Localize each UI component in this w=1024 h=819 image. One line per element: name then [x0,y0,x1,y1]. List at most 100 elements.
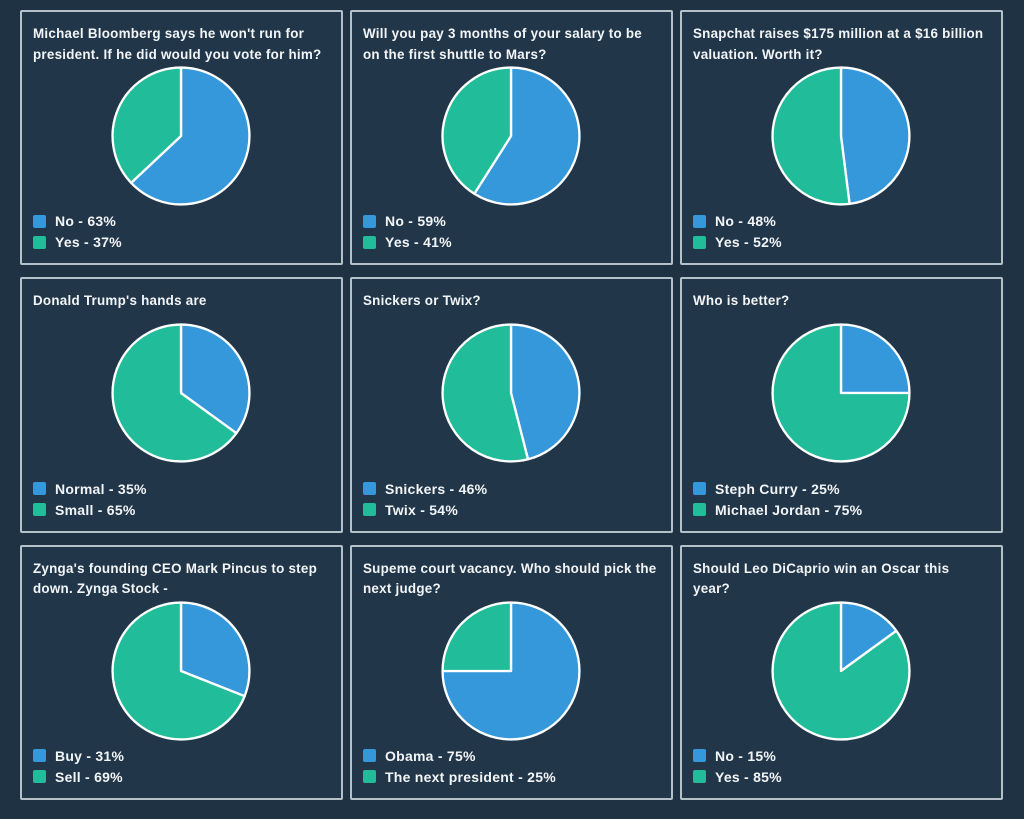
legend-swatch [363,770,376,784]
pie-svg [441,323,581,463]
legend-swatch [363,214,376,228]
poll-question: Will you pay 3 months of your salary to … [363,26,642,62]
legend-label: Obama - 75% [385,747,476,764]
pie-slice-obama [441,600,581,741]
pie-chart-area [363,312,659,474]
poll-card: Snickers or Twix? Snickers - 46% Twix - 5… [350,277,673,533]
poll-card: Will you pay 3 months of your salary to … [350,10,673,266]
legend-swatch [33,749,46,763]
poll-card: Snapchat raises $175 million at a $16 bi… [680,10,1003,266]
poll-question: Snickers or Twix? [363,293,481,309]
legend: Snickers - 46% Twix - 54% [363,476,659,518]
legend-swatch [693,482,706,496]
legend: Normal - 35% Small - 65% [33,476,329,518]
legend-swatch [693,503,706,517]
pie-svg [111,600,251,741]
pie-slice-yes [441,66,513,195]
legend-row: Yes - 85% [693,769,989,785]
legend-label: No - 59% [385,213,447,230]
pie-chart-area [693,312,989,474]
pie-slice-twix [441,323,530,463]
legend-swatch [33,482,46,496]
legend-label: No - 48% [715,213,777,230]
legend-row: Normal - 35% [33,481,329,497]
legend: Steph Curry - 25% Michael Jordan - 75% [693,476,989,518]
legend-swatch [363,749,376,763]
pie-chart-area [363,600,659,741]
legend-row: Snickers - 46% [363,481,659,497]
legend-swatch [693,749,706,763]
legend: Obama - 75% The next president - 25% [363,743,659,785]
pie-svg [111,323,251,463]
legend-row: Yes - 52% [693,234,989,250]
pie-svg [441,66,581,206]
pie-slice-yes [771,66,851,206]
legend-row: The next president - 25% [363,769,659,785]
legend-row: Small - 65% [33,502,329,518]
pie-chart-area [693,600,989,741]
pie-slice-snickers [509,323,581,461]
legend-swatch [693,235,706,249]
pie-slice-yes [771,600,911,741]
legend-label: Michael Jordan - 75% [715,501,863,518]
legend-swatch [693,770,706,784]
pie-slice-no [129,66,251,206]
legend-label: Yes - 41% [385,234,452,251]
pie-chart-area [33,66,329,207]
pie-chart-area [693,66,989,207]
legend-row: Sell - 69% [33,769,329,785]
pie-svg [441,600,581,741]
poll-card: Who is better? Steph Curry - 25% Michael … [680,277,1003,533]
legend: No - 48% Yes - 52% [693,208,989,250]
legend-row: Twix - 54% [363,502,659,518]
pie-slice-buy [179,600,251,697]
pie-slice-the-next-president [441,600,513,672]
legend-label: Normal - 35% [55,480,147,497]
legend-row: No - 59% [363,213,659,229]
legend-label: Buy - 31% [55,747,125,764]
legend-row: No - 15% [693,748,989,764]
poll-card: Michael Bloomberg says he won't run for … [20,10,343,266]
poll-question: Zynga's founding CEO Mark Pincus to step… [33,560,317,597]
pie-slice-sell [111,600,246,741]
pie-slice-steph-curry [839,323,911,395]
legend-label: Steph Curry - 25% [715,480,840,497]
poll-card: Should Leo DiCaprio win an Oscar this ye… [680,544,1003,800]
pie-slice-michael-jordan [771,323,911,463]
pie-svg [771,323,911,463]
pie-slice-no [839,600,898,672]
legend: No - 15% Yes - 85% [693,743,989,785]
legend-swatch [363,503,376,517]
pie-svg [771,600,911,741]
poll-question: Should Leo DiCaprio win an Oscar this ye… [693,560,950,597]
legend-row: Yes - 41% [363,234,659,250]
poll-question: Michael Bloomberg says he won't run for … [33,26,322,62]
legend-label: Small - 65% [55,501,136,518]
legend-label: No - 63% [55,213,117,230]
pie-chart-area [33,312,329,474]
legend-swatch [33,214,46,228]
poll-question: Donald Trump's hands are [33,293,207,309]
legend-label: Sell - 69% [55,768,123,785]
legend-row: Obama - 75% [363,748,659,764]
pie-slice-no [473,66,581,206]
pie-chart-area [363,66,659,207]
legend-label: Yes - 85% [715,768,782,785]
legend-swatch [363,482,376,496]
pie-slice-yes [111,66,183,184]
legend-row: Buy - 31% [33,748,329,764]
pie-svg [771,66,911,206]
poll-question: Who is better? [693,293,790,309]
legend-label: Yes - 52% [715,234,782,251]
poll-card: Supeme court vacancy. Who should pick th… [350,544,673,800]
legend-row: No - 63% [33,213,329,229]
legend-label: No - 15% [715,747,777,764]
poll-card: Donald Trump's hands are Normal - 35% Sma… [20,277,343,533]
legend: No - 59% Yes - 41% [363,208,659,250]
legend-row: Steph Curry - 25% [693,481,989,497]
pie-slice-normal [179,323,251,435]
poll-question: Snapchat raises $175 million at a $16 bi… [693,26,984,62]
legend-row: No - 48% [693,213,989,229]
legend: No - 63% Yes - 37% [33,208,329,250]
pie-slice-no [839,66,911,206]
